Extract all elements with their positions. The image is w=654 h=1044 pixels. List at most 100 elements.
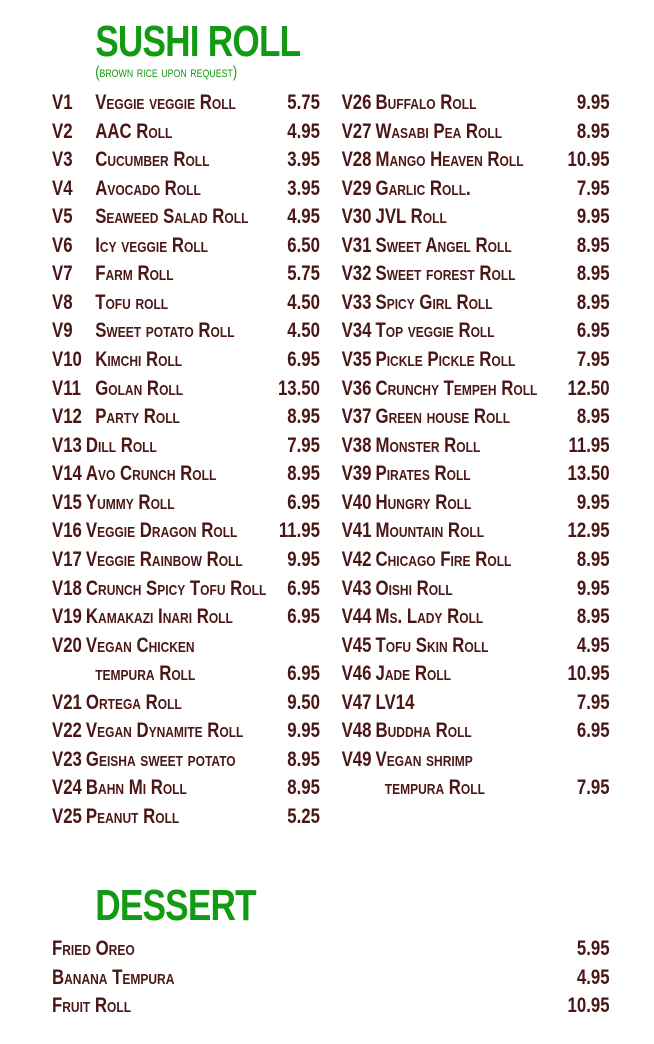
item-name: Oishi Roll	[375, 576, 453, 600]
menu-item: V14 Avo Crunch Roll 8.95	[52, 460, 320, 488]
item-code: V11	[52, 376, 81, 400]
item-price: 9.95	[576, 205, 610, 229]
item-name: Avocado Roll	[95, 176, 201, 200]
item-price: 10.95	[567, 994, 610, 1018]
item-name: Mountain Roll	[375, 519, 485, 543]
dessert-item: Banana Tempura 4.95	[52, 964, 610, 992]
item-code: V41	[341, 519, 372, 543]
item-code: V45	[341, 633, 372, 657]
item-code: V14	[52, 462, 82, 486]
menu-item: V33 Spicy Girl Roll 8.95	[342, 289, 610, 317]
menu-item: V26 Buffalo Roll 9.95	[342, 89, 610, 117]
item-name: Vegan shrimp	[375, 747, 473, 771]
item-price: 9.95	[287, 547, 320, 571]
item-name: Seaweed Salad Roll	[95, 205, 249, 229]
item-code: V33	[341, 290, 372, 314]
dessert-item: Fried Oreo 5.95	[52, 935, 610, 963]
item-price: 9.95	[576, 490, 610, 514]
item-price: 7.95	[576, 348, 610, 372]
menu-item: V37 Green house Roll 8.95	[342, 403, 610, 431]
menu-item: V19 Kamakazi Inari Roll 6.95	[52, 603, 320, 631]
item-name: Golan Roll	[95, 376, 184, 400]
item-price: 3.95	[287, 148, 320, 172]
item-name: Ortega Roll	[85, 690, 182, 714]
item-name: Icy veggie Roll	[95, 233, 209, 257]
item-price: 7.95	[576, 776, 610, 800]
item-code: V48	[341, 719, 372, 743]
item-name: Farm Roll	[95, 262, 174, 286]
item-price: 6.95	[287, 662, 320, 686]
item-code: V25	[52, 805, 82, 828]
menu-item: V10 Kimchi Roll 6.95	[52, 346, 320, 374]
item-code: V23	[52, 747, 82, 771]
menu-item: V2 AAC Roll 4.95	[52, 118, 320, 146]
item-code: V24	[52, 776, 82, 800]
item-price: 8.95	[576, 262, 610, 286]
item-name-continued: tempura Roll	[384, 776, 485, 800]
item-price: 9.95	[576, 91, 610, 114]
item-name: LV14	[375, 690, 415, 714]
menu-item: V44 Ms. Lady Roll 8.95	[342, 603, 610, 631]
item-price: 6.95	[576, 719, 610, 743]
item-name: AAC Roll	[95, 119, 173, 143]
item-name: Wasabi Pea Roll	[375, 119, 503, 143]
item-price: 4.95	[287, 119, 320, 143]
item-price: 4.50	[287, 290, 320, 314]
item-name: Monster Roll	[375, 433, 481, 457]
menu-item: V48 Buddha Roll 6.95	[342, 717, 610, 745]
item-code: V17	[52, 547, 82, 571]
item-code: V43	[341, 576, 372, 600]
item-price: 9.95	[287, 719, 320, 743]
item-price: 8.95	[287, 747, 320, 771]
menu-item: V22 Vegan Dynamite Roll 9.95	[52, 717, 320, 745]
menu-item: V9 Sweet potato Roll 4.50	[52, 317, 320, 345]
item-code: V42	[341, 547, 372, 571]
menu-item: V43 Oishi Roll 9.95	[342, 575, 610, 603]
item-name: Top veggie Roll	[375, 319, 495, 343]
item-price: 4.50	[287, 319, 320, 343]
item-price: 6.95	[287, 490, 320, 514]
menu-item: V24 Bahn Mi Roll 8.95	[52, 774, 320, 802]
item-name: Sweet Angel Roll	[375, 233, 512, 257]
menu-item: V36 Crunchy Tempeh Roll 12.50	[342, 375, 610, 403]
item-code: V13	[52, 433, 82, 457]
item-code: V15	[52, 490, 82, 514]
item-price: 5.95	[576, 937, 610, 960]
item-price: 8.95	[576, 233, 610, 257]
menu-item: V6 Icy veggie Roll 6.50	[52, 232, 320, 260]
item-price: 6.50	[287, 233, 320, 257]
menu-item: V45 Tofu Skin Roll 4.95	[342, 632, 610, 660]
item-code: V34	[341, 319, 372, 343]
item-price: 6.95	[576, 319, 610, 343]
item-name: Green house Roll	[375, 405, 511, 429]
menu-item: V7 Farm Roll 5.75	[52, 260, 320, 288]
item-name: Jade Roll	[375, 662, 451, 686]
item-name: Sweet potato Roll	[95, 319, 235, 343]
item-name: Tofu Skin Roll	[375, 633, 489, 657]
item-price: 8.95	[287, 405, 320, 429]
menu-item: V41 Mountain Roll 12.95	[342, 517, 610, 545]
menu-item: V15 Yummy Roll 6.95	[52, 489, 320, 517]
menu-item: V17 Veggie Rainbow Roll 9.95	[52, 546, 320, 574]
item-price: 11.95	[568, 433, 610, 457]
sushi-roll-heading: SUSHI ROLL	[95, 17, 301, 66]
item-code: V32	[341, 262, 372, 286]
menu-item: V8 Tofu roll 4.50	[52, 289, 320, 317]
item-price: 6.95	[287, 348, 320, 372]
item-code: V47	[341, 690, 372, 714]
item-price: 7.95	[576, 176, 610, 200]
item-code: V28	[341, 148, 372, 172]
item-code: V38	[341, 433, 372, 457]
item-price: 8.95	[287, 462, 320, 486]
item-price: 9.50	[287, 690, 320, 714]
item-code: V22	[52, 719, 82, 743]
item-name: Avo Crunch Roll	[85, 462, 217, 486]
item-price: 10.95	[567, 662, 610, 686]
item-code: V12	[52, 405, 82, 429]
item-name: JVL Roll	[375, 205, 447, 229]
menu-item: V46 Jade Roll 10.95	[342, 660, 610, 688]
menu-item: V11 Golan Roll 13.50	[52, 375, 320, 403]
item-name: Buddha Roll	[375, 719, 472, 743]
item-price: 10.95	[567, 148, 610, 172]
